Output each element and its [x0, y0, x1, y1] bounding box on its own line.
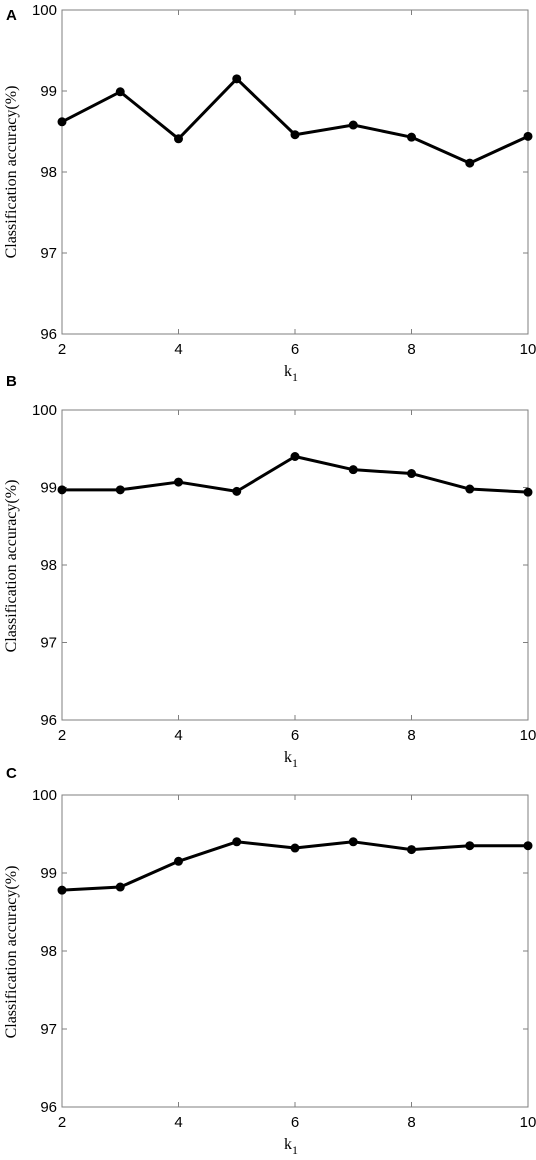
x-tick-label: 8 — [407, 1114, 415, 1131]
series-line — [61, 77, 529, 165]
y-tick-label: 96 — [40, 1099, 57, 1116]
data-point — [407, 132, 416, 142]
data-point — [348, 120, 358, 130]
x-axis-label-subscript: 1 — [292, 1143, 298, 1157]
y-tick-label: 96 — [40, 712, 57, 729]
x-axis-label-main: k — [284, 1136, 292, 1153]
panel-letter: A — [6, 7, 17, 24]
y-axis-label: Classification accuracy(%) — [3, 866, 20, 1039]
panel-letter: B — [6, 373, 17, 390]
data-point — [174, 134, 183, 144]
y-tick-label: 96 — [40, 326, 57, 343]
y-tick-label: 100 — [32, 402, 57, 419]
y-tick-label: 97 — [40, 245, 57, 262]
y-tick-label: 100 — [32, 787, 57, 804]
y-tick-label: 99 — [40, 83, 57, 100]
data-point — [465, 158, 475, 168]
data-point — [348, 837, 358, 847]
x-axis-label: k1 — [284, 749, 298, 770]
data-point — [523, 487, 533, 497]
data-point — [57, 885, 67, 895]
data-point — [57, 485, 67, 495]
x-tick-label: 2 — [58, 727, 66, 744]
x-tick-label: 10 — [520, 727, 536, 744]
data-point — [232, 74, 242, 84]
plot-frame — [61, 9, 529, 335]
x-tick-label: 4 — [174, 1114, 182, 1131]
data-point — [174, 856, 183, 866]
chart-panel-a: A 96 97 98 99 100 2 4 6 8 10 Classification accurac… — [3, 2, 536, 384]
x-tick-label: 10 — [520, 341, 536, 358]
data-point — [115, 87, 125, 97]
y-tick-label: 98 — [40, 943, 57, 960]
plot-frame — [61, 794, 529, 1108]
x-tick-label: 4 — [174, 727, 182, 744]
x-tick-label: 2 — [58, 1114, 66, 1131]
y-tick-label: 98 — [40, 557, 57, 574]
y-tick-label: 98 — [40, 164, 57, 181]
data-point — [232, 837, 242, 847]
data-point — [290, 130, 300, 140]
data-point — [174, 477, 183, 487]
x-axis-label-main: k — [284, 363, 292, 380]
data-point — [523, 131, 533, 141]
data-point — [465, 841, 475, 851]
data-point — [115, 485, 125, 495]
x-axis-label: k1 — [284, 363, 298, 384]
data-point — [407, 469, 416, 479]
y-axis-label: Classification accuracy(%) — [3, 86, 20, 259]
data-point — [523, 841, 533, 851]
data-point — [465, 484, 475, 494]
x-tick-label: 8 — [407, 727, 415, 744]
panel-letter: C — [6, 765, 17, 782]
x-tick-label: 6 — [291, 1114, 299, 1131]
y-tick-label: 97 — [40, 1021, 57, 1038]
x-tick-label: 6 — [291, 341, 299, 358]
data-point — [57, 117, 67, 127]
x-tick-label: 2 — [58, 341, 66, 358]
x-tick-label: 8 — [407, 341, 415, 358]
data-point — [232, 486, 242, 496]
x-axis-label-subscript: 1 — [292, 370, 298, 384]
data-point — [348, 465, 358, 475]
x-tick-label: 6 — [291, 727, 299, 744]
x-tick-label: 4 — [174, 341, 182, 358]
y-tick-label: 97 — [40, 635, 57, 652]
chart-panel-c: C 96 97 98 99 100 2 4 6 8 10 Classification accurac… — [3, 765, 536, 1157]
y-tick-label: 100 — [32, 2, 57, 19]
data-point — [290, 452, 300, 461]
data-point — [290, 843, 300, 853]
chart-panel-b: B 96 97 98 99 100 2 4 6 8 10 Classification accurac… — [3, 373, 536, 770]
x-tick-label: 10 — [520, 1114, 536, 1131]
y-axis-label: Classification accuracy(%) — [3, 480, 20, 653]
y-tick-label: 99 — [40, 865, 57, 882]
series-line — [62, 455, 529, 494]
x-axis-label-subscript: 1 — [292, 756, 298, 770]
data-point — [115, 882, 125, 892]
data-point — [407, 845, 416, 855]
y-tick-label: 99 — [40, 480, 57, 497]
x-axis-label: k1 — [284, 1136, 298, 1157]
x-axis-label-main: k — [284, 749, 292, 766]
